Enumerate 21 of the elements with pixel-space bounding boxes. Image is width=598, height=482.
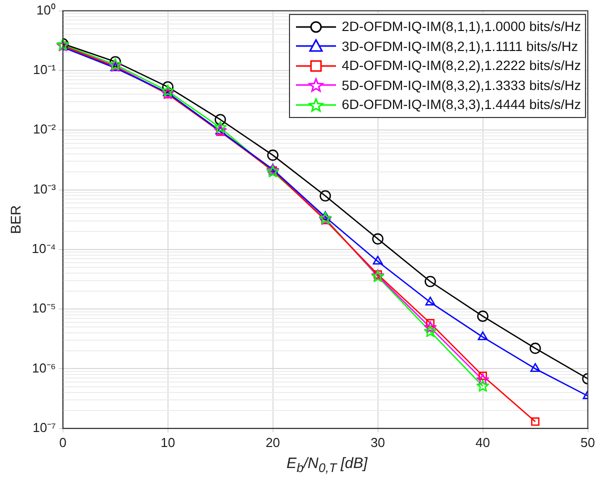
x-axis-title: E$_{b}$/N$_{0,T}$ [dB] — [286, 455, 369, 475]
legend-label: 5D-OFDM-IQ-IM(8,3,2),1.3333 bits/s/Hz — [342, 78, 581, 93]
legend-label: 4D-OFDM-IQ-IM(8,2,2),1.2222 bits/s/Hz — [342, 58, 581, 74]
x-tick-label: 20 — [266, 434, 280, 450]
y-axis-title: BER — [7, 205, 24, 234]
y-tick-label: 10⁻⁴ — [32, 241, 56, 256]
x-tick-label: 50 — [580, 434, 596, 450]
x-tick-label: 10 — [160, 434, 176, 450]
y-tick-label: 10⁰ — [36, 2, 56, 18]
y-tick-label: 10⁻² — [33, 122, 57, 137]
y-tick-label: 10⁻⁷ — [32, 420, 56, 435]
legend-label: 6D-OFDM-IQ-IM(8,3,3),1.4444 bits/s/Hz — [342, 97, 581, 112]
x-tick-label: 40 — [476, 434, 490, 450]
legend-label: 3D-OFDM-IQ-IM(8,2,1),1.1111 bits/s/Hz — [342, 38, 578, 54]
legend-label: 2D-OFDM-IQ-IM(8,1,1),1.0000 bits/s/Hz — [342, 19, 581, 34]
y-tick-label: 10⁻⁵ — [32, 300, 56, 316]
y-tick-label: 10⁻¹ — [33, 62, 57, 78]
x-tick-label: 0 — [59, 434, 66, 450]
y-tick-label: 10⁻³ — [33, 181, 57, 196]
x-tick-label: 30 — [370, 434, 386, 450]
y-tick-label: 10⁻⁶ — [32, 360, 56, 376]
